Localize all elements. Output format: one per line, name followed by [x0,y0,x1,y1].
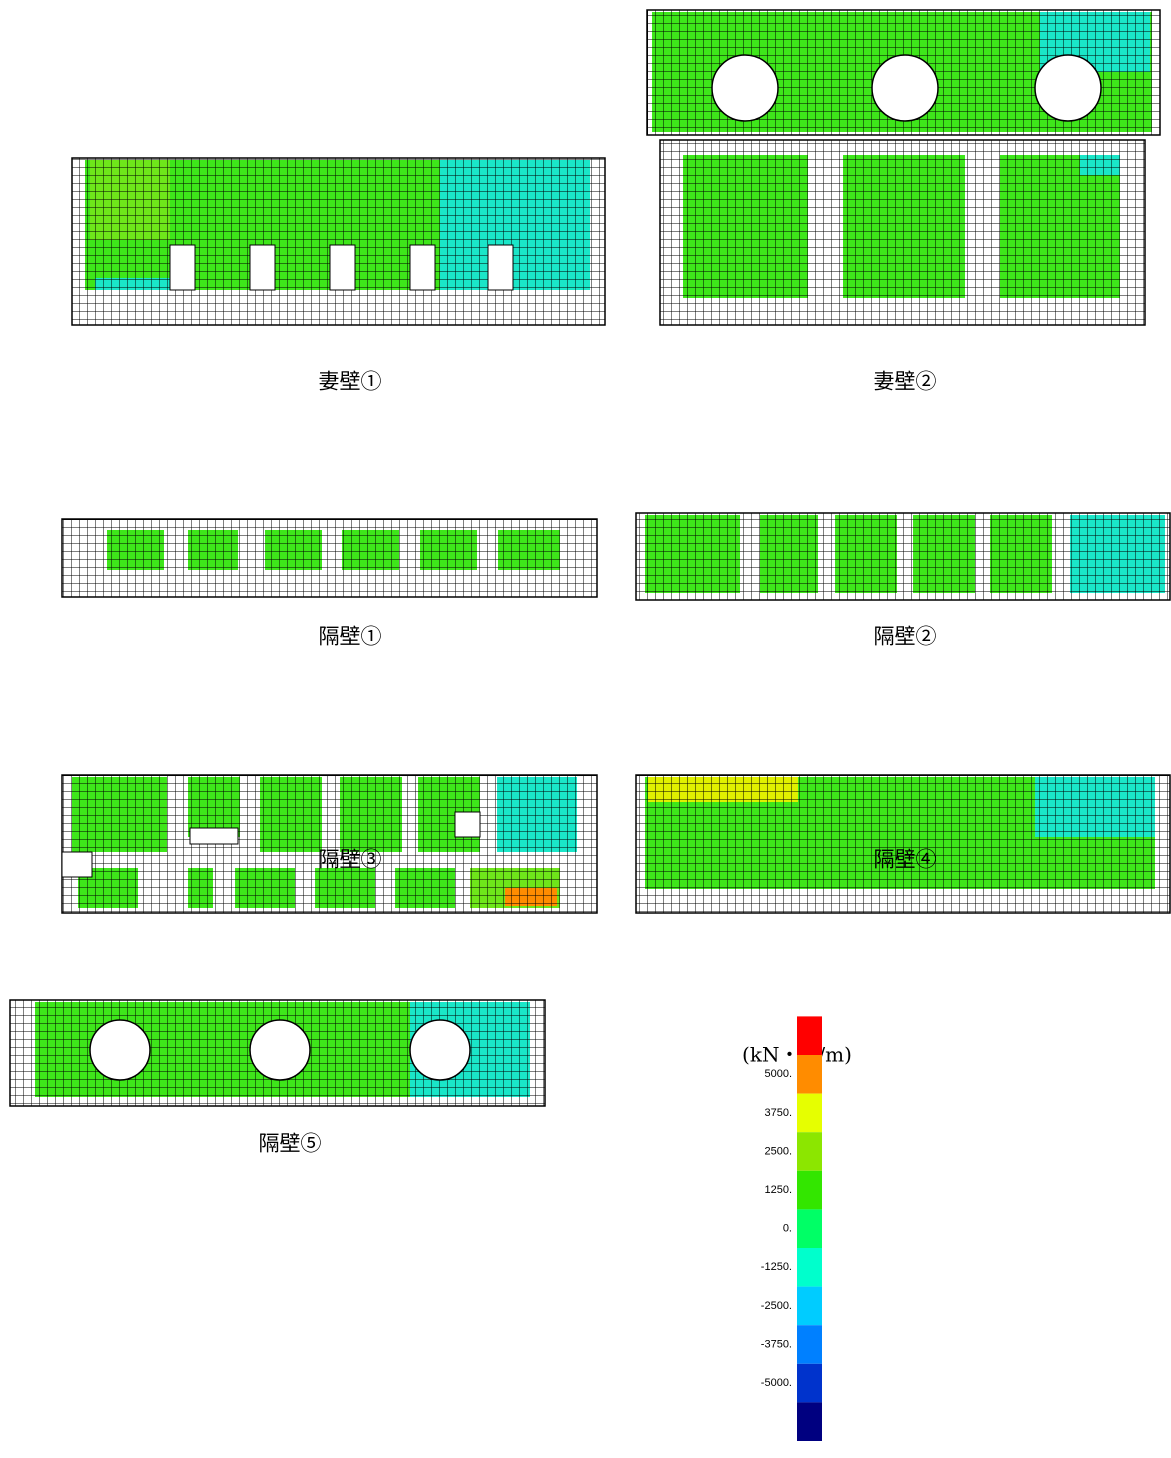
contour-panel [61,774,598,914]
opening [409,244,436,291]
legend-swatch [797,1093,822,1133]
panel-caption: 隔壁⑤ [259,1132,322,1156]
contour-panel [61,518,598,598]
hole [89,1019,151,1081]
opening [487,244,514,291]
mesh [61,518,598,598]
legend-tick-label: -1250. [761,1261,792,1273]
contour-panel [635,774,1171,914]
legend-tick-label: 3750. [764,1107,792,1119]
mesh [659,139,1146,326]
mesh [71,157,606,326]
legend-swatch [797,1286,822,1326]
opening [249,244,276,291]
legend-swatch [797,1402,822,1441]
legend-tick-label: 2500. [764,1145,792,1157]
legend-swatch [797,1325,822,1364]
opening [189,827,239,845]
legend-tick-label: 5000. [764,1068,792,1080]
panel-caption: 隔壁② [874,625,937,649]
legend-swatch [797,1248,822,1287]
opening [61,851,93,878]
opening [454,811,481,838]
hole [871,54,939,122]
panel-caption: 隔壁④ [874,848,937,872]
legend-tick-label: 0. [783,1223,792,1235]
legend-swatch [797,1016,822,1055]
opening [329,244,356,291]
legend-swatch [797,1209,822,1248]
panel-caption: 隔壁① [319,625,382,649]
contour-panel [9,999,546,1107]
panel-caption: 隔壁③ [319,848,382,872]
legend-swatch [797,1055,822,1094]
legend-swatch [797,1132,822,1171]
mesh [61,774,598,914]
hole [249,1019,311,1081]
hole [409,1019,471,1081]
legend-tick-label: -2500. [761,1300,792,1312]
legend-swatch [797,1363,822,1403]
legend-swatch [797,1170,822,1210]
legend-tick-label: 1250. [764,1184,792,1196]
opening [169,244,196,291]
contour-panel [646,9,1161,326]
panel-caption: 妻壁① [319,370,382,394]
contour-panel [71,157,606,326]
hole [1034,54,1102,122]
contour-panel [635,512,1171,601]
hole [711,54,779,122]
mesh [635,512,1171,601]
mesh [635,774,1171,914]
legend-tick-label: -3750. [761,1338,792,1350]
legend-tick-label: -5000. [761,1377,792,1389]
panel-caption: 妻壁② [874,370,937,394]
